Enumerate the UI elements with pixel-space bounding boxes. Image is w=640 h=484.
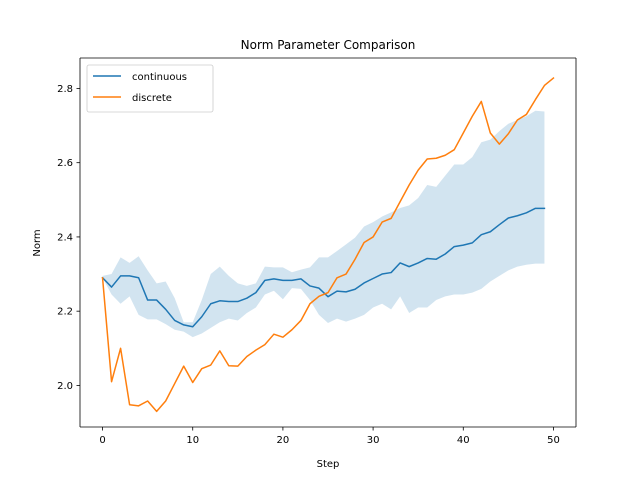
chart-title: Norm Parameter Comparison — [241, 38, 416, 52]
y-tick-label: 2.2 — [57, 307, 73, 318]
x-tick-label: 50 — [547, 435, 560, 446]
y-axis-ticks: 2.0 2.2 2.4 2.6 2.8 — [57, 84, 80, 392]
x-tick-label: 10 — [186, 435, 199, 446]
y-axis-label: Norm — [32, 229, 43, 256]
y-tick-label: 2.6 — [57, 158, 73, 169]
x-axis-ticks: 0 10 20 30 40 50 — [99, 427, 560, 446]
legend-label-continuous: continuous — [132, 72, 187, 83]
y-tick-label: 2.0 — [57, 381, 73, 392]
continuous-confidence-band — [102, 110, 545, 338]
x-tick-label: 30 — [367, 435, 380, 446]
y-tick-label: 2.4 — [57, 232, 73, 243]
continuous-series-line — [101, 207, 546, 328]
legend-label-discrete: discrete — [132, 93, 172, 104]
x-axis-label: Step — [317, 459, 340, 470]
x-tick-label: 20 — [277, 435, 290, 446]
continuous-confidence-band-group — [102, 110, 545, 338]
discrete-series-line — [101, 76, 555, 413]
series-lines-group — [101, 76, 555, 413]
y-tick-label: 2.8 — [57, 84, 73, 95]
legend: continuous discrete — [86, 64, 214, 113]
axes-frame — [79, 57, 577, 428]
x-tick-label: 40 — [457, 435, 470, 446]
x-tick-label: 0 — [99, 435, 105, 446]
